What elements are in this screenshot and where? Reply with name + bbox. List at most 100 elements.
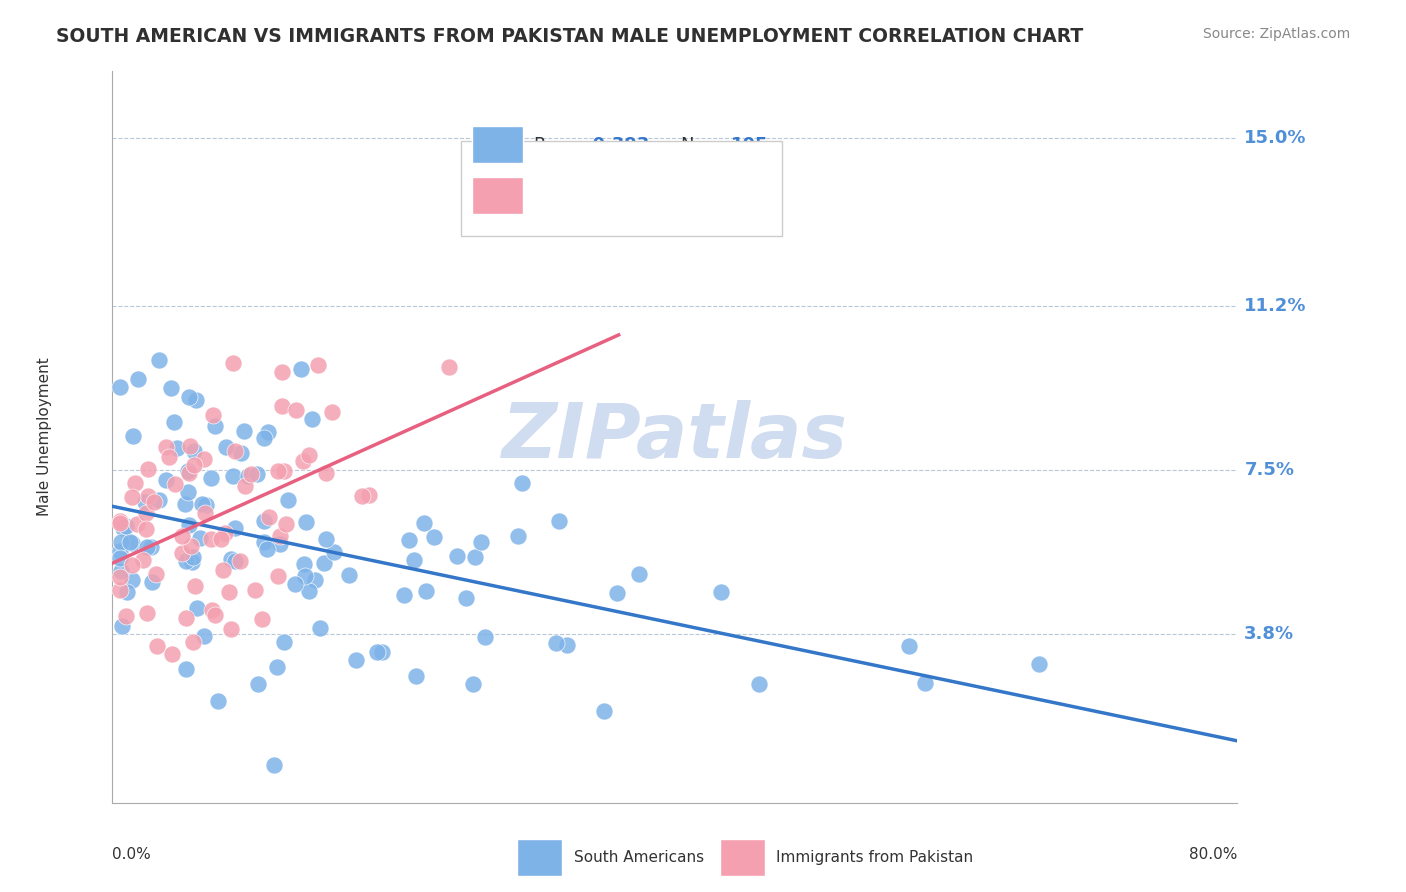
Point xyxy=(200,532,222,546)
Point xyxy=(914,676,936,690)
Point xyxy=(298,584,321,599)
Point xyxy=(160,381,183,395)
Point xyxy=(546,635,568,649)
Point xyxy=(157,450,180,465)
Point xyxy=(193,629,215,643)
Point xyxy=(224,521,246,535)
Point xyxy=(253,534,276,549)
Point xyxy=(145,566,167,581)
Point xyxy=(174,611,197,625)
Point xyxy=(309,622,332,636)
Point xyxy=(215,440,238,454)
Point xyxy=(229,445,252,459)
Point xyxy=(110,570,132,584)
Point xyxy=(314,556,336,570)
Point xyxy=(344,653,367,667)
Point xyxy=(321,405,343,419)
Point xyxy=(108,516,131,530)
Text: Male Unemployment: Male Unemployment xyxy=(38,358,52,516)
Point xyxy=(181,555,204,569)
Point xyxy=(111,521,134,535)
Text: 3.8%: 3.8% xyxy=(1244,625,1295,643)
Point xyxy=(555,638,578,652)
Point xyxy=(352,489,374,503)
Point xyxy=(464,549,486,564)
Point xyxy=(204,608,226,623)
Point xyxy=(162,415,184,429)
Point xyxy=(121,558,143,572)
Point xyxy=(188,531,211,545)
Point xyxy=(184,392,207,407)
Point xyxy=(398,533,420,547)
Point xyxy=(183,458,205,473)
Point xyxy=(204,419,226,434)
Point xyxy=(115,609,138,624)
Point xyxy=(301,412,323,426)
Point xyxy=(183,444,205,458)
Point xyxy=(593,704,616,718)
Text: 15.0%: 15.0% xyxy=(1244,128,1306,147)
Point xyxy=(136,462,159,476)
Point xyxy=(470,534,492,549)
Point xyxy=(141,574,163,589)
Point xyxy=(243,583,266,598)
Point xyxy=(108,514,131,528)
Point xyxy=(177,466,200,480)
Point xyxy=(108,380,131,394)
Point xyxy=(179,390,201,404)
Point xyxy=(269,529,291,543)
Point xyxy=(508,529,530,543)
Point xyxy=(174,553,197,567)
Point xyxy=(392,588,415,602)
Point xyxy=(121,573,143,587)
Point xyxy=(402,553,425,567)
Point xyxy=(135,522,157,536)
Point xyxy=(207,694,229,708)
Point xyxy=(110,564,132,578)
Point xyxy=(323,545,346,559)
Point xyxy=(337,568,360,582)
Point xyxy=(176,662,198,676)
Point xyxy=(181,549,204,564)
Text: -0.393: -0.393 xyxy=(585,136,650,153)
Point xyxy=(292,557,315,571)
Point xyxy=(257,425,280,439)
Text: R =: R = xyxy=(534,186,574,204)
Text: 7.5%: 7.5% xyxy=(1244,461,1295,479)
Text: 0.236: 0.236 xyxy=(585,186,641,204)
Point xyxy=(221,469,243,483)
Point xyxy=(271,399,294,413)
Point xyxy=(148,492,170,507)
Point xyxy=(219,552,242,566)
Point xyxy=(136,540,159,554)
Point xyxy=(201,603,224,617)
Point xyxy=(277,493,299,508)
Point xyxy=(233,479,256,493)
Point xyxy=(108,544,131,558)
Text: R =: R = xyxy=(534,136,574,153)
Text: 80.0%: 80.0% xyxy=(1189,847,1237,863)
Point xyxy=(170,546,193,560)
Point xyxy=(263,758,285,772)
Point xyxy=(284,403,307,417)
Point xyxy=(307,359,329,373)
Text: 105: 105 xyxy=(731,136,769,153)
Point xyxy=(250,612,273,626)
Text: 66: 66 xyxy=(731,186,756,204)
Point xyxy=(748,677,770,691)
Point xyxy=(437,360,460,375)
Point xyxy=(270,365,292,379)
Point xyxy=(111,619,134,633)
Point xyxy=(295,516,318,530)
Point xyxy=(267,464,290,478)
Point xyxy=(548,514,571,528)
Point xyxy=(897,639,920,653)
Point xyxy=(238,469,260,483)
Point xyxy=(118,534,141,549)
Point xyxy=(181,634,204,648)
Point xyxy=(148,352,170,367)
Text: N =: N = xyxy=(681,186,720,204)
Point xyxy=(294,569,316,583)
Point xyxy=(194,506,217,520)
Point xyxy=(256,542,278,557)
